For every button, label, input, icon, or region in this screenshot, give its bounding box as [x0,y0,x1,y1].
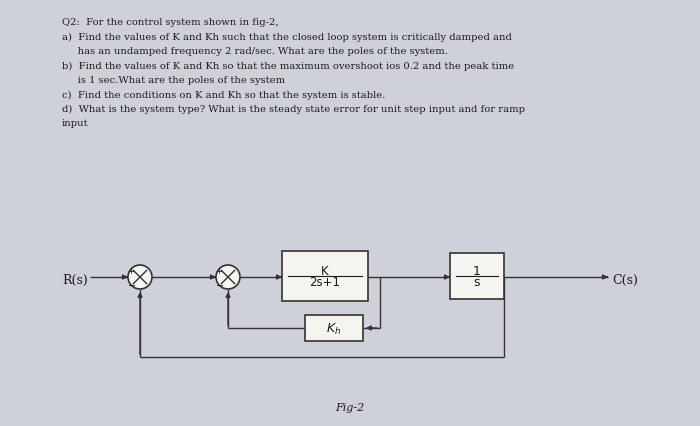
Text: C(s): C(s) [612,273,638,286]
Text: R(s): R(s) [62,273,88,286]
Circle shape [216,265,240,289]
Text: −: − [127,280,136,290]
Text: Q2:  For the control system shown in fig-2,: Q2: For the control system shown in fig-… [62,18,279,27]
Text: has an undamped frequency 2 rad/sec. What are the poles of the system.: has an undamped frequency 2 rad/sec. Wha… [62,47,448,56]
Text: $K_h$: $K_h$ [326,321,342,336]
Circle shape [128,265,152,289]
Text: s: s [474,276,480,289]
Bar [450,253,504,299]
Text: +: + [216,266,223,275]
Text: b)  Find the values of K and Kh so that the maximum overshoot ios 0.2 and the pe: b) Find the values of K and Kh so that t… [62,61,514,70]
Text: Fig-2: Fig-2 [335,402,365,412]
Text: a)  Find the values of K and Kh such that the closed loop system is critically d: a) Find the values of K and Kh such that… [62,32,512,41]
Text: 1: 1 [473,265,481,278]
Bar [282,251,368,301]
Text: +: + [127,266,134,275]
Text: 2s+1: 2s+1 [309,276,340,289]
Text: −: − [216,280,224,290]
Text: c)  Find the conditions on K and Kh so that the system is stable.: c) Find the conditions on K and Kh so th… [62,90,386,99]
Text: input: input [62,119,89,128]
Text: K: K [321,265,329,278]
Text: is 1 sec.What are the poles of the system: is 1 sec.What are the poles of the syste… [62,76,285,85]
Bar [305,315,363,341]
Text: d)  What is the system type? What is the steady state error for unit step input : d) What is the system type? What is the … [62,105,525,114]
